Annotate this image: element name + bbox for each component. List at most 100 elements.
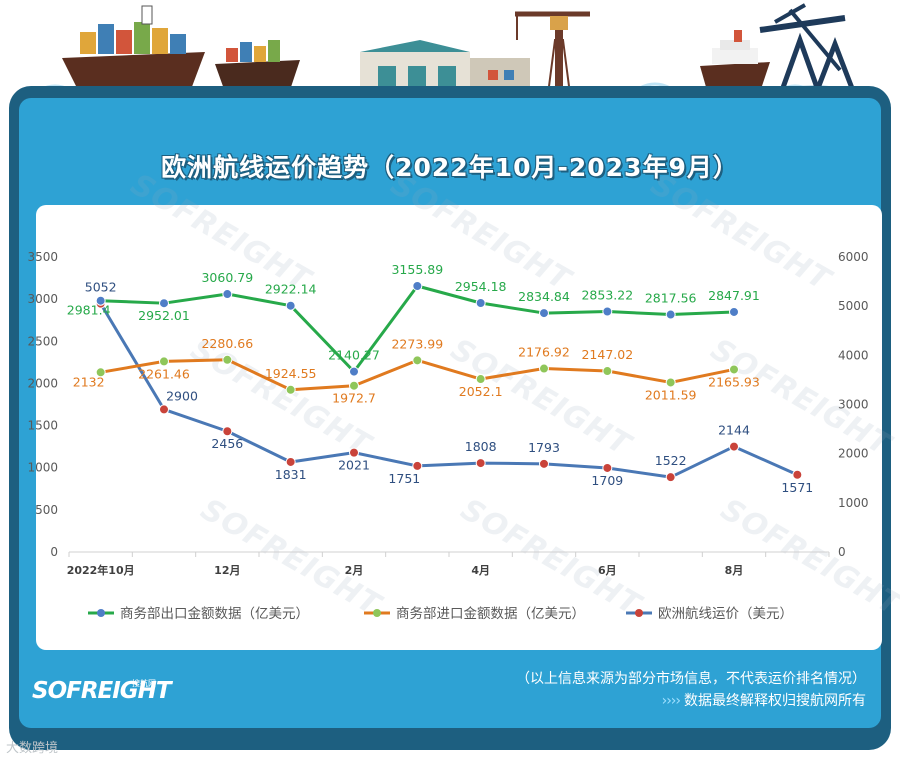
data-label: 1793 <box>528 440 560 455</box>
rights-note: ›››› 数据最终解释权归搜航网所有 <box>662 690 866 710</box>
data-point <box>159 356 169 367</box>
data-label: 2922.14 <box>265 282 317 297</box>
source-note: （以上信息来源为部分市场信息，不代表运价排名情况） <box>516 671 866 687</box>
x-tick-label: 4月 <box>471 564 490 577</box>
data-point <box>665 377 676 388</box>
legend-label: 商务部进口金额数据（亿美元） <box>396 606 585 622</box>
data-point <box>729 441 739 452</box>
series-line-2 <box>99 302 799 479</box>
data-label: 2165.93 <box>708 374 760 389</box>
data-point <box>285 456 296 467</box>
y-right-tick-label: 2000 <box>838 447 869 461</box>
legend-label: 欧洲航线运价（美元） <box>658 606 793 622</box>
data-label: 1831 <box>275 467 307 482</box>
data-point <box>285 384 296 395</box>
y-left-tick-label: 1000 <box>27 461 58 475</box>
legend-swatch-marker <box>635 609 643 617</box>
rights-text: 数据最终解释权归搜航网所有 <box>684 693 866 709</box>
y-right-tick-label: 4000 <box>838 348 869 362</box>
data-point <box>729 364 739 375</box>
y-right-tick-label: 0 <box>838 545 846 559</box>
data-point <box>95 367 106 378</box>
x-tick-label: 8月 <box>725 564 744 577</box>
data-point <box>412 355 423 366</box>
data-label: 2273.99 <box>391 336 443 351</box>
data-point <box>159 298 169 309</box>
gantry-crane-icon <box>759 3 858 97</box>
data-label: 1522 <box>655 453 687 468</box>
data-label: 3155.89 <box>391 262 443 277</box>
data-label: 2280.66 <box>201 336 253 351</box>
data-point <box>222 354 233 365</box>
data-point <box>412 281 423 292</box>
port-crane-icon <box>515 11 590 95</box>
data-point <box>159 404 169 415</box>
x-tick-label: 12月 <box>214 564 240 577</box>
data-label: 2847.91 <box>708 288 760 303</box>
data-label: 1709 <box>591 473 623 488</box>
x-tick-label: 2月 <box>345 564 364 577</box>
container-ship-large-icon <box>62 5 205 94</box>
y-left-tick-label: 3500 <box>27 250 58 264</box>
data-point <box>539 363 549 374</box>
data-point <box>539 458 549 469</box>
data-point <box>729 306 739 317</box>
data-label: 2817.56 <box>645 291 697 306</box>
data-point <box>602 462 613 473</box>
sofreight-logo: SOFREIGHT <box>32 678 172 704</box>
data-point <box>349 380 359 391</box>
chart-title: 欧洲航线运价趋势（2022年10月-2023年9月） <box>161 153 739 182</box>
data-point <box>665 472 676 483</box>
data-label: 2261.46 <box>138 366 190 381</box>
y-left-tick-label: 500 <box>35 503 58 517</box>
data-label: 2853.22 <box>581 288 633 303</box>
data-point <box>665 309 676 320</box>
data-point <box>285 300 296 311</box>
data-point <box>222 289 233 300</box>
data-label: 2011.59 <box>645 387 697 402</box>
logo-subtitle: 搜航网 <box>132 679 156 688</box>
data-label: 2176.92 <box>518 345 570 360</box>
data-label: 1808 <box>465 439 497 454</box>
y-left-tick-label: 2500 <box>27 334 58 348</box>
legend-swatch-marker <box>97 609 105 617</box>
y-right-tick-label: 6000 <box>838 250 869 264</box>
chart-card <box>36 205 882 650</box>
data-point <box>222 426 233 437</box>
legend-swatch-marker <box>373 609 381 617</box>
data-point <box>349 447 359 458</box>
y-left-tick-label: 0 <box>50 545 58 559</box>
data-label: 1972.7 <box>332 391 376 406</box>
data-label: 2021 <box>338 458 370 473</box>
data-label: 2144 <box>718 423 750 438</box>
data-label: 2954.18 <box>455 279 507 294</box>
y-right-tick-label: 3000 <box>838 398 869 412</box>
data-point <box>602 306 613 317</box>
data-label: 2981.4 <box>67 303 111 318</box>
container-ship-small-icon <box>215 40 300 92</box>
data-label: 2147.02 <box>581 347 633 362</box>
data-label: 5052 <box>85 280 117 295</box>
data-point <box>475 374 486 385</box>
data-label: 2952.01 <box>138 308 190 323</box>
footer-watermark: 大数跨境 <box>6 741 59 756</box>
y-left-tick-label: 2000 <box>27 376 58 390</box>
y-left-tick-label: 1500 <box>27 419 58 433</box>
data-label: 1751 <box>388 471 420 486</box>
x-tick-label: 2022年10月 <box>67 563 135 577</box>
y-right-tick-label: 1000 <box>838 496 869 510</box>
data-label: 2052.1 <box>459 384 503 399</box>
data-label: 2834.84 <box>518 289 570 304</box>
data-label: 2132 <box>73 374 105 389</box>
x-tick-label: 6月 <box>598 564 617 577</box>
data-label: 2456 <box>211 436 243 451</box>
data-point <box>349 366 359 377</box>
data-label: 1571 <box>781 480 813 495</box>
data-point <box>475 298 486 309</box>
data-label: 1924.55 <box>265 366 317 381</box>
data-label: 2900 <box>166 388 198 403</box>
data-label: 3060.79 <box>201 270 253 285</box>
data-point <box>95 295 106 306</box>
data-point <box>539 308 549 319</box>
